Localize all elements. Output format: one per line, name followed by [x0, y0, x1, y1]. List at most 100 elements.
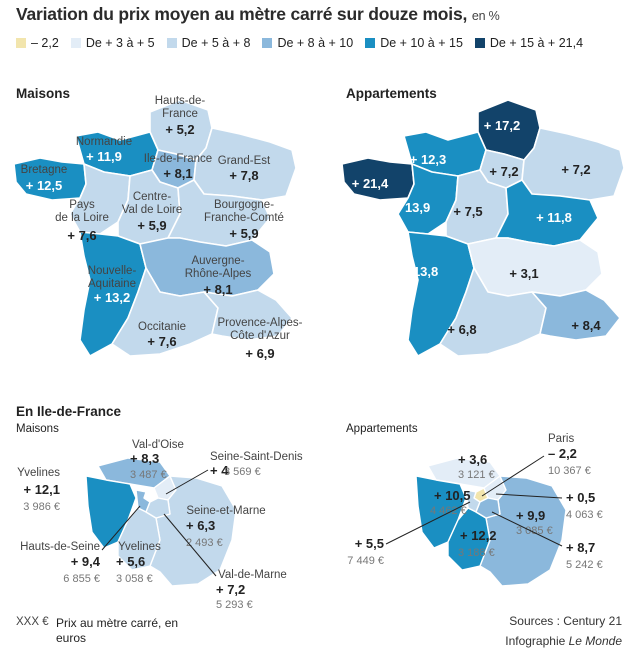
region-name-pays-de-la-loire: Pays de la Loire [55, 199, 109, 224]
region-name-normandie: Normandie [76, 136, 132, 148]
region-value-ile-de-france: + 7,2 [489, 164, 518, 179]
region-provence-alpes-cote-dazur [203, 289, 293, 341]
region-name-bretagne: Bretagne [21, 164, 68, 176]
department-value-seine-saint-denis: + 4 [210, 463, 229, 478]
price-key-text: Prix au mètre carré, en euros [56, 616, 179, 645]
department-value-val-de-marne: + 7,2 [216, 582, 245, 597]
department-value-paris: – 2,2 [548, 446, 577, 461]
region-value-provence-alpes-cote-dazur: + 8,4 [571, 318, 601, 333]
region-value-occitanie: + 6,8 [447, 322, 476, 337]
department-name-val-d-oise: Val-d'Oise [132, 439, 184, 451]
department-price-yvelines: 3 986 € [23, 501, 60, 513]
department-value-hauts-de-seine: + 9,4 [71, 554, 101, 569]
department-value-yvelines: + 10,5 [434, 488, 471, 503]
department-value-seine-et-marne: + 6,3 [186, 518, 215, 533]
department-value-essonne: + 5,6 [116, 554, 145, 569]
region-name-centre-val-de-loire: Centre-Val de Loire [122, 191, 183, 216]
leader-line [165, 469, 209, 495]
region-value-normandie: + 12,3 [410, 152, 447, 167]
department-value-seine-et-marne: + 9,9 [516, 508, 545, 523]
region-value-bretagne: + 21,4 [352, 176, 389, 191]
legend-item: – 2,2 [16, 36, 59, 50]
leader-line [101, 505, 141, 551]
department-name-seine-saint-denis: Seine-Saint-Denis [210, 451, 303, 463]
department-price-essonne: 3 188 € [458, 547, 495, 559]
region-name-provence-alpes-cote-dazur: Provence-Alpes-Côte d'Azur [217, 317, 302, 342]
department-price-seine-et-marne: 2 493 € [186, 537, 223, 549]
department-name-yvelines: Yvelines [17, 467, 60, 479]
legend-swatch [70, 38, 81, 48]
region-name-nouvelle-aquitaine: Nouvelle-Aquitaine [88, 265, 137, 290]
legend-label: De + 5 à + 8 [181, 36, 251, 50]
region-value-auvergne-rhone-alpes: + 8,1 [203, 282, 232, 297]
legend-swatch [166, 38, 177, 48]
legend-label: De + 15 à + 21,4 [489, 36, 584, 50]
legend-label: De + 8 à + 10 [277, 36, 354, 50]
department-price-val-de-marne: 5 242 € [566, 559, 603, 571]
department-price-paris: 10 367 € [548, 465, 591, 477]
price-key-example: XXX € [16, 616, 49, 628]
idf-houses-title: Maisons [16, 423, 59, 435]
leader-line [495, 493, 563, 499]
region-value-pays-de-la-loire: + 13,9 [394, 200, 431, 215]
department-val-de-marne [145, 497, 171, 519]
leader-line [491, 511, 563, 547]
department-value-val-d-oise: + 3,6 [458, 452, 487, 467]
houses-map-title: Maisons [16, 86, 71, 101]
department-value-val-d-oise: + 8,3 [130, 451, 159, 466]
region-value-hauts-de-france: + 17,2 [484, 118, 521, 133]
legend-item: De + 10 à + 15 [365, 36, 463, 50]
legend: – 2,2 De + 3 à + 5 De + 5 à + 8 De + 8 à… [16, 36, 632, 50]
region-name-grand-est: Grand-Est [218, 155, 271, 167]
department-name-hauts-de-seine: Hauts-de-Seine [20, 541, 100, 553]
department-value-val-de-marne: + 8,7 [566, 540, 595, 555]
region-name-occitanie: Occitanie [138, 321, 186, 333]
idf-title: En Ile-de-France [16, 404, 122, 419]
region-value-occitanie: + 7,6 [147, 334, 176, 349]
department-price-hauts-de-seine: 7 449 € [347, 555, 384, 567]
leader-line [163, 513, 217, 577]
legend-label: – 2,2 [31, 36, 59, 50]
region-name-bourgogne-franche-comte: Bourgogne-Franche-Comté [204, 199, 284, 224]
department-price-essonne: 3 058 € [116, 573, 153, 585]
department-name-paris: Paris [548, 433, 574, 445]
region-name-auvergne-rhone-alpes: Auvergne-Rhône-Alpes [185, 255, 252, 280]
credit-prefix: Infographie [505, 634, 566, 648]
legend-swatch [474, 38, 485, 48]
region-value-grand-est: + 7,8 [229, 168, 258, 183]
region-value-hauts-de-france: + 5,2 [165, 122, 194, 137]
region-value-centre-val-de-loire: + 5,9 [137, 218, 166, 233]
region-name-ile-de-france: Ile-de-France [144, 153, 212, 165]
leader-line [481, 455, 545, 497]
department-price-val-d-oise: 3 121 € [458, 469, 495, 481]
legend-swatch [365, 38, 376, 48]
region-name-hauts-de-france: Hauts-de-France [155, 95, 206, 120]
region-value-grand-est: + 7,2 [561, 162, 590, 177]
department-essonne [447, 507, 491, 571]
legend-swatch [16, 38, 26, 48]
title-text: Variation du prix moyen au mètre carré s… [16, 4, 468, 24]
region-value-normandie: + 11,9 [86, 149, 122, 164]
apartments-map-title: Appartements [346, 86, 437, 101]
department-price-seine-saint-denis: 4 063 € [566, 509, 603, 521]
leader-line [385, 501, 471, 545]
legend-item: De + 15 à + 21,4 [474, 36, 584, 50]
department-price-hauts-de-seine: 6 855 € [63, 573, 100, 585]
region-value-provence-alpes-cote-dazur: + 6,9 [245, 346, 274, 361]
houses-idf-map: Val-d'Oise+ 8,33 487 €Seine-Saint-Denis+… [17, 439, 303, 611]
legend-item: De + 5 à + 8 [166, 36, 251, 50]
department-value-yvelines: + 12,1 [23, 482, 60, 497]
region-value-nouvelle-aquitaine: + 13,2 [94, 290, 131, 305]
legend-label: De + 10 à + 15 [380, 36, 463, 50]
region-value-auvergne-rhone-alpes: + 3,1 [509, 266, 538, 281]
department-price-val-de-marne: 5 293 € [216, 599, 253, 611]
houses-france-map: Hauts-de-France + 5,2 Normandie+ 11,9 Ile-d… [13, 95, 303, 361]
apartments-france-map: + 17,2 + 12,3 + 7,2 + 7,2 + 21,4 + 13,9 + 7,5 +… [341, 99, 625, 357]
department-price-seine-saint-denis: 3 569 € [224, 466, 261, 478]
credit: Infographie Le Monde [505, 634, 622, 648]
department-essonne [117, 507, 161, 571]
region-value-bourgogne-franche-comte: + 5,9 [229, 226, 258, 241]
region-provence-alpes-cote-dazur [531, 289, 621, 341]
